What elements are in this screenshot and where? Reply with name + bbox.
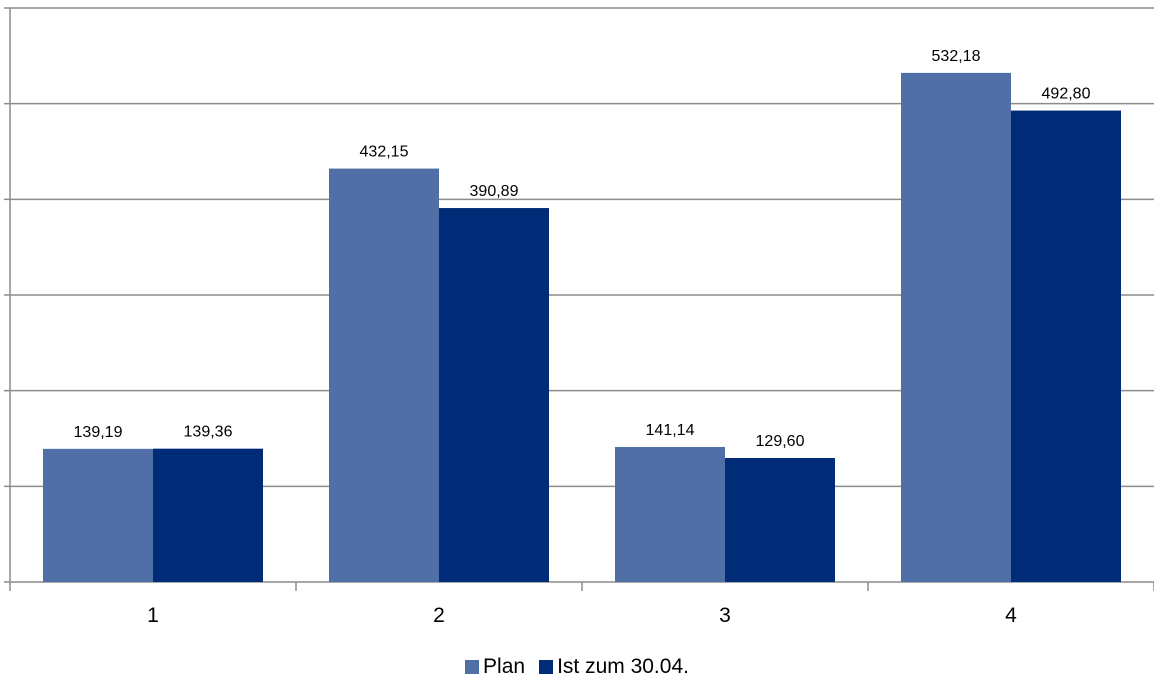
data-label: 141,14 bbox=[646, 422, 695, 439]
bar-plan-2 bbox=[329, 168, 439, 582]
bar-plan-4 bbox=[901, 72, 1011, 582]
data-label: 139,36 bbox=[184, 424, 233, 441]
legend-label-ist: Ist zum 30.04. bbox=[557, 655, 689, 678]
x-tick-label: 2 bbox=[433, 604, 445, 627]
bar-ist-4 bbox=[1011, 110, 1121, 583]
legend-item-ist: Ist zum 30.04. bbox=[539, 655, 689, 679]
x-tick-label: 4 bbox=[1005, 604, 1017, 627]
data-label: 129,60 bbox=[756, 433, 805, 450]
x-tick-label: 3 bbox=[719, 604, 731, 627]
x-tick-label: 1 bbox=[147, 604, 159, 627]
legend-label-plan: Plan bbox=[483, 655, 526, 678]
bar-ist-3 bbox=[725, 458, 835, 582]
data-label: 139,19 bbox=[74, 424, 123, 441]
data-label: 432,15 bbox=[360, 144, 409, 161]
bar-chart: 139,19 139,36 1 432,15 390,89 2 141,14 129,60 3 5… bbox=[4, 7, 1154, 627]
legend-item-plan: Plan bbox=[465, 655, 525, 679]
bar-ist-1 bbox=[153, 448, 263, 582]
legend-swatch-plan bbox=[465, 660, 480, 674]
bar-ist-2 bbox=[439, 208, 549, 582]
data-label: 532,18 bbox=[932, 48, 981, 65]
bar-plan-1 bbox=[43, 448, 153, 582]
data-label: 390,89 bbox=[470, 183, 519, 200]
bar-plan-3 bbox=[615, 446, 725, 582]
data-label: 492,80 bbox=[1042, 86, 1091, 103]
legend-swatch-ist bbox=[539, 660, 554, 674]
chart-legend: Plan Ist zum 30.04. bbox=[0, 652, 1154, 682]
